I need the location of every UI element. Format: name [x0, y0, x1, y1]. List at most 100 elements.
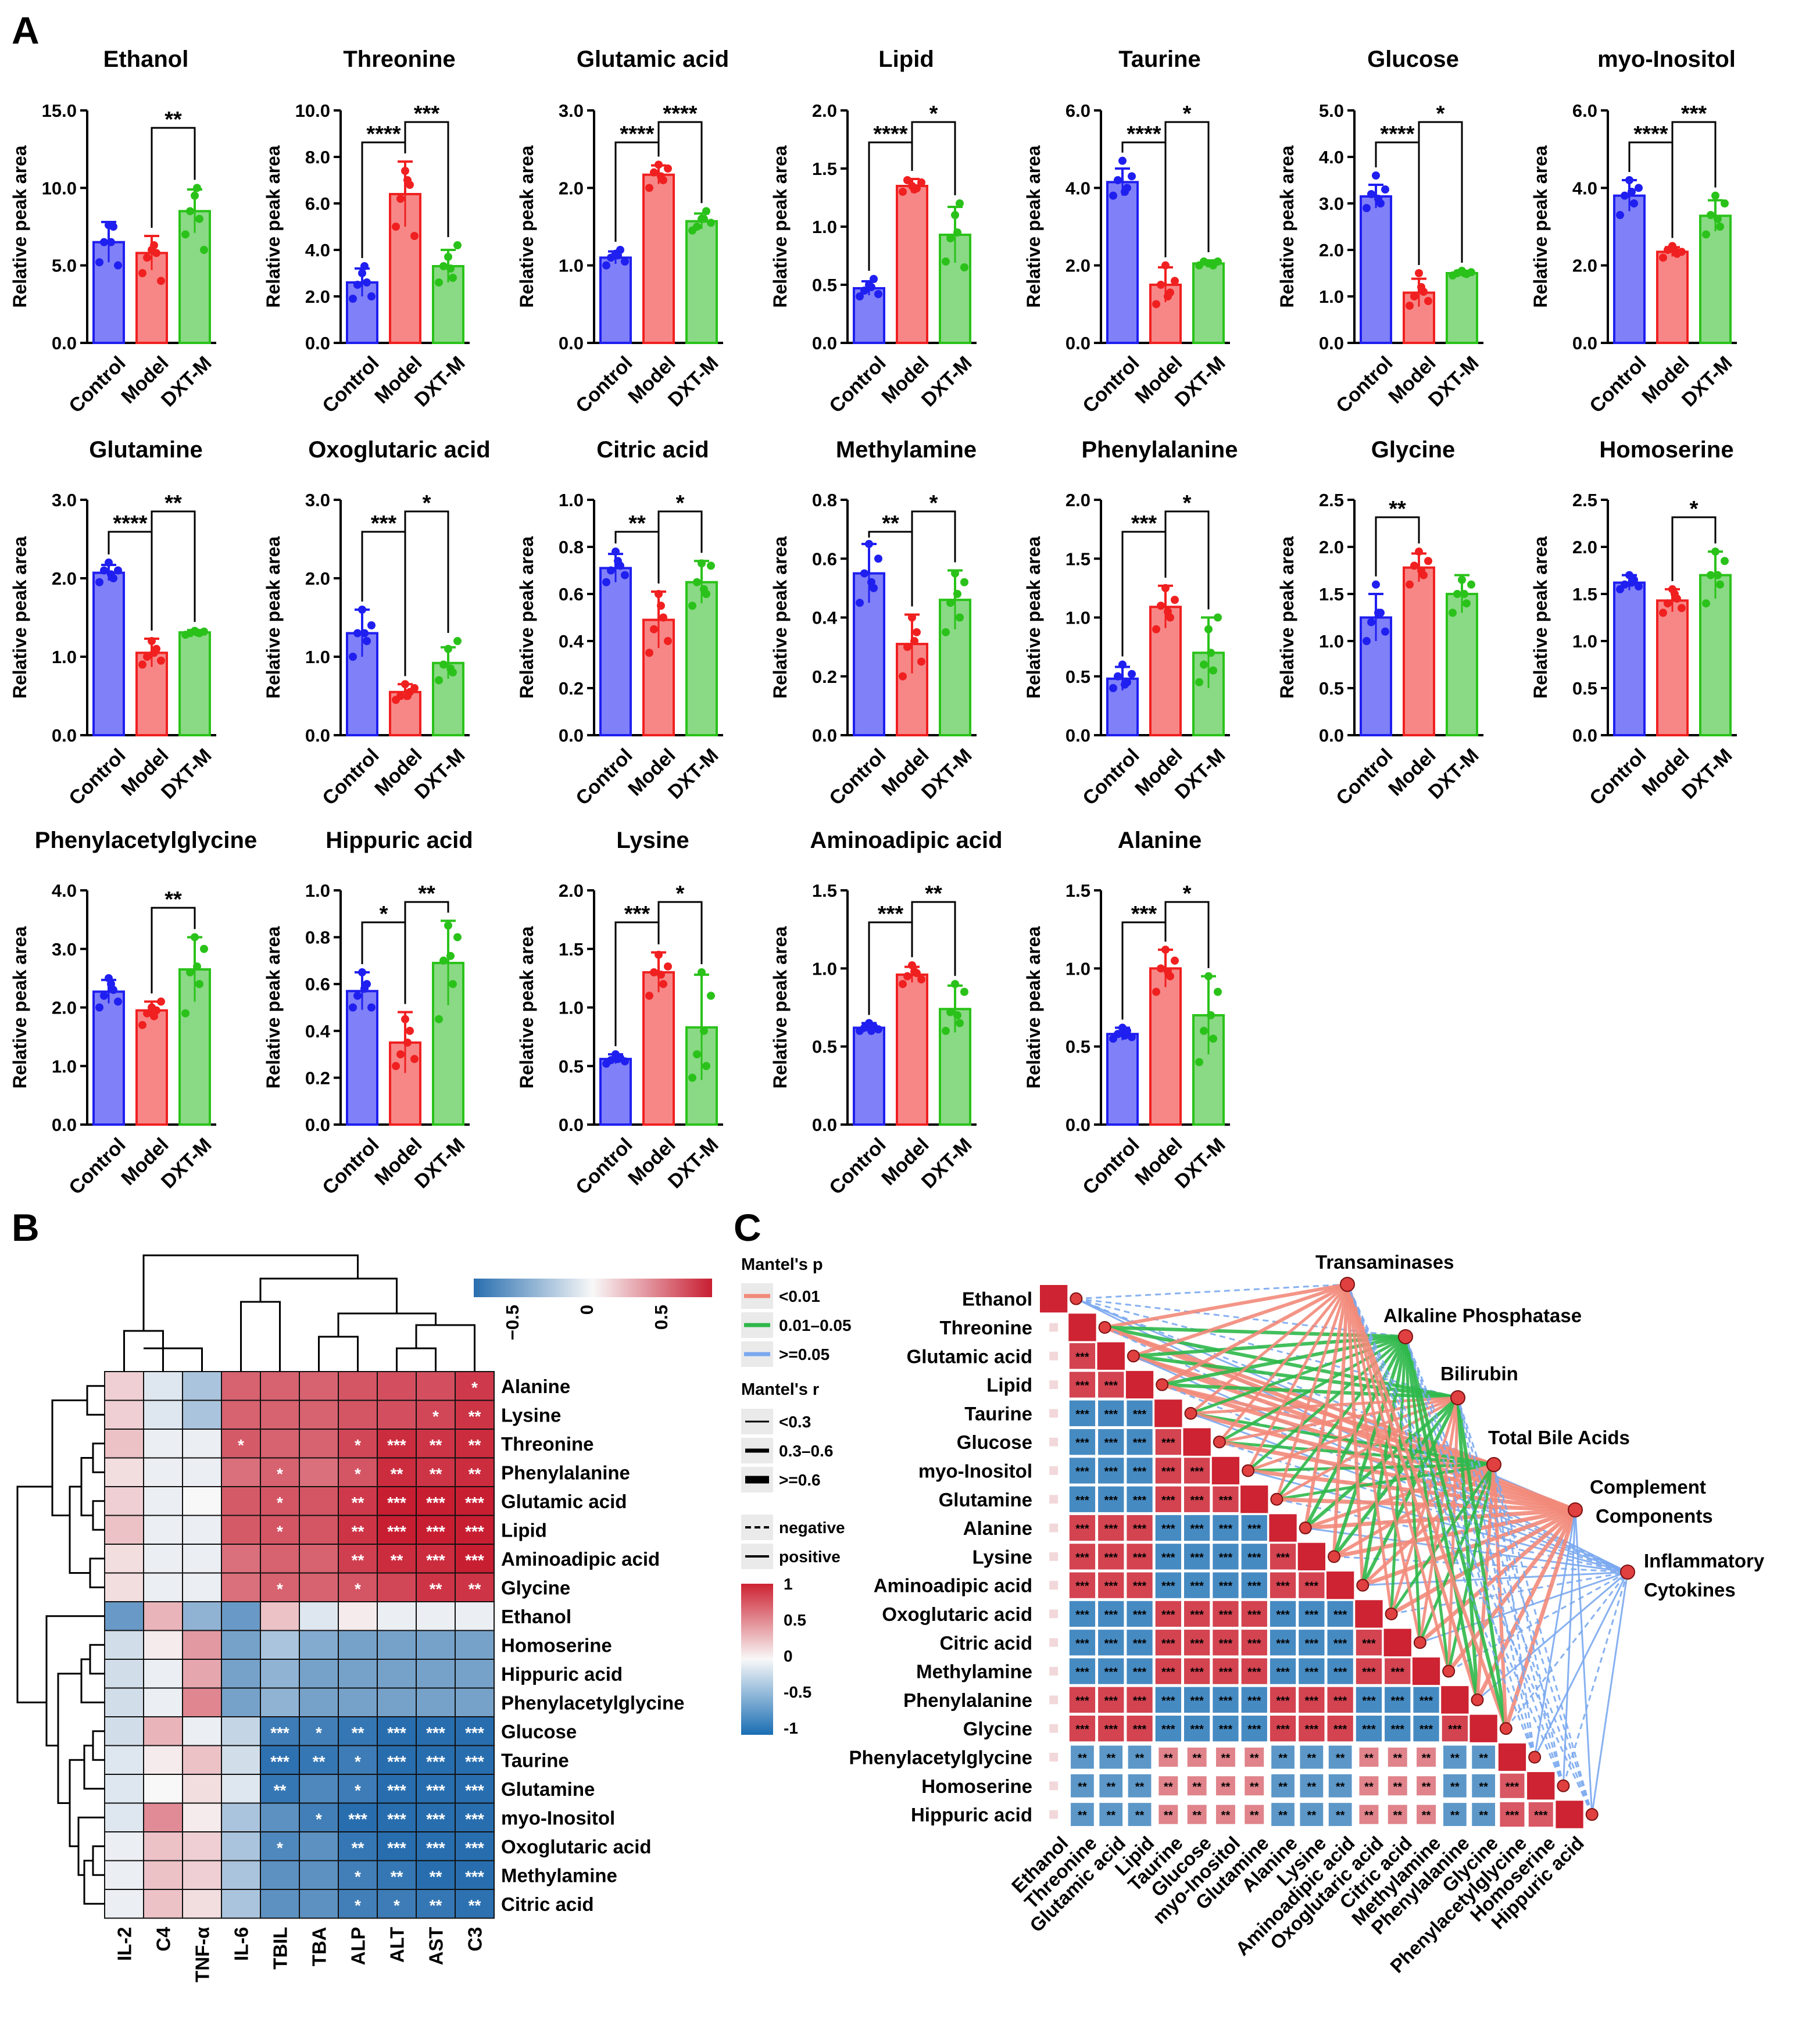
correlation-star: **: [1364, 1752, 1374, 1764]
data-point: [1415, 269, 1423, 277]
heatmap-cell: [455, 1486, 495, 1516]
correlation-cell: [1070, 1745, 1095, 1770]
data-point: [650, 625, 658, 633]
y-tick-label: 1.5: [1065, 549, 1090, 569]
heatmap-row-taurine: *** ** * *** *** *** Taurine: [104, 1745, 569, 1775]
correlation-cell: [1183, 1485, 1211, 1513]
correlation-cell: [1299, 1745, 1324, 1770]
correlation-star: **: [1422, 1752, 1431, 1764]
correlation-star: ***: [1133, 1695, 1147, 1707]
data-point: [698, 559, 706, 568]
data-point: [942, 628, 950, 636]
y-tick-label: 0.2: [812, 667, 837, 687]
matrix-row-label: Citric acid: [939, 1632, 1032, 1653]
mantel-edge: [1346, 1283, 1508, 1730]
correlation-matrix: ****** ****** *** ****** *** *** ****** *** *** *…: [1040, 1285, 1583, 1828]
correlation-cell: [1240, 1543, 1268, 1570]
significance-label: *: [1183, 491, 1192, 516]
legend-r-label: >=0.6: [779, 1471, 821, 1489]
bar-control: [92, 571, 125, 736]
heatmap-row-label: Threonine: [501, 1433, 594, 1455]
correlation-star: ***: [1075, 1351, 1089, 1363]
heatmap-star: *: [277, 1522, 283, 1540]
correlation-cell: [1328, 1773, 1353, 1798]
heatmap-row-label: Lysine: [501, 1404, 561, 1426]
data-point: [107, 238, 115, 246]
correlation-cell: [1097, 1658, 1125, 1685]
heatmap-cell: [377, 1601, 417, 1631]
heatmap-cell: [104, 1687, 144, 1717]
y-tick-label: 0.5: [1065, 1037, 1090, 1057]
heatmap-cell: [182, 1544, 222, 1574]
heatmap-cell: [455, 1601, 495, 1631]
correlation-cell: [1183, 1600, 1211, 1628]
correlation-cell: [1068, 1399, 1096, 1427]
x-category-label: Control: [1078, 1134, 1143, 1199]
heatmap-cell: [104, 1515, 144, 1545]
correlation-cell: [1269, 1572, 1297, 1599]
data-point: [860, 569, 868, 578]
mantel-edge: [1457, 1397, 1536, 1757]
correlation-star: ***: [1190, 1551, 1204, 1564]
correlation-star: ***: [1104, 1609, 1118, 1621]
heatmap-cell: [260, 1659, 300, 1689]
significance-label: **: [882, 511, 899, 536]
significance-bracket: [404, 901, 449, 1004]
data-point: [607, 566, 615, 575]
data-point: [1204, 625, 1213, 633]
correlation-cell: [1068, 1543, 1096, 1570]
mantel-edge: [1161, 1383, 1494, 1466]
heatmap-cell: [182, 1457, 222, 1487]
correlation-cell: [1326, 1658, 1354, 1685]
dendrogram-branch: [144, 1347, 203, 1372]
mantel-edge: [1218, 1283, 1349, 1443]
mantel-edge: [1104, 1283, 1348, 1329]
correlation-cell: [1049, 1637, 1059, 1648]
heatmap-column-label: TBA: [309, 1927, 330, 1967]
y-tick-label: 0.5: [1065, 667, 1090, 687]
correlation-cell: [1240, 1485, 1268, 1513]
correlation-star: ***: [1190, 1523, 1204, 1535]
correlation-star: ***: [1133, 1494, 1147, 1507]
x-category-label: Control: [571, 744, 637, 810]
correlation-star: ***: [1419, 1695, 1433, 1707]
heatmap-cell: [182, 1399, 222, 1430]
y-axis-label: Relative peak area: [770, 536, 791, 699]
correlation-cell: [1498, 1743, 1526, 1771]
correlation-cell: [1299, 1802, 1324, 1827]
heatmap-cell: [299, 1802, 339, 1832]
subplot-title: Lysine: [616, 828, 689, 853]
correlation-star: **: [1278, 1781, 1288, 1794]
dendrogram-branch: [86, 1385, 105, 1416]
mantel-edge: [1303, 1284, 1349, 1528]
y-tick-label: 1.0: [1572, 631, 1597, 651]
bar-model: [1656, 250, 1689, 345]
correlation-star: ***: [1190, 1465, 1204, 1478]
data-point: [1118, 156, 1127, 165]
correlation-cell: [1326, 1715, 1354, 1742]
heatmap-cell: [182, 1515, 222, 1545]
heatmap-cell: [221, 1486, 261, 1516]
heatmap-column-label: AST: [425, 1927, 447, 1966]
y-tick-label: 1.0: [1319, 631, 1344, 651]
significance-label: *: [380, 902, 388, 926]
heatmap-star: **: [391, 1465, 403, 1483]
mantel-edge: [1132, 1283, 1348, 1358]
panel-c-correlation-network: ****** ****** *** ****** *** *** ****** *** *** *…: [741, 1251, 1765, 1977]
data-point: [449, 274, 457, 282]
heatmap-row-homoserine: Homoserine: [104, 1630, 612, 1660]
data-point: [444, 921, 452, 930]
data-point: [1367, 190, 1375, 198]
heatmap-cell: [338, 1889, 378, 1919]
heatmap-star: ***: [387, 1810, 406, 1828]
group-node-bilirubin: [1450, 1390, 1465, 1405]
correlation-star: ***: [1333, 1637, 1347, 1650]
legend-p-label: >=0.05: [779, 1345, 829, 1363]
dendrogram-branch: [69, 1485, 90, 1574]
panel-c-legend: Mantel's p <0.01 0.01–0.05 >=0.05 Mantel's r…: [741, 1255, 852, 1737]
heatmap-cell: [455, 1802, 495, 1832]
heatmap-star: **: [391, 1551, 403, 1569]
heatmap-cell: [260, 1429, 300, 1459]
correlation-cell: [1326, 1686, 1354, 1713]
data-point: [612, 547, 620, 556]
